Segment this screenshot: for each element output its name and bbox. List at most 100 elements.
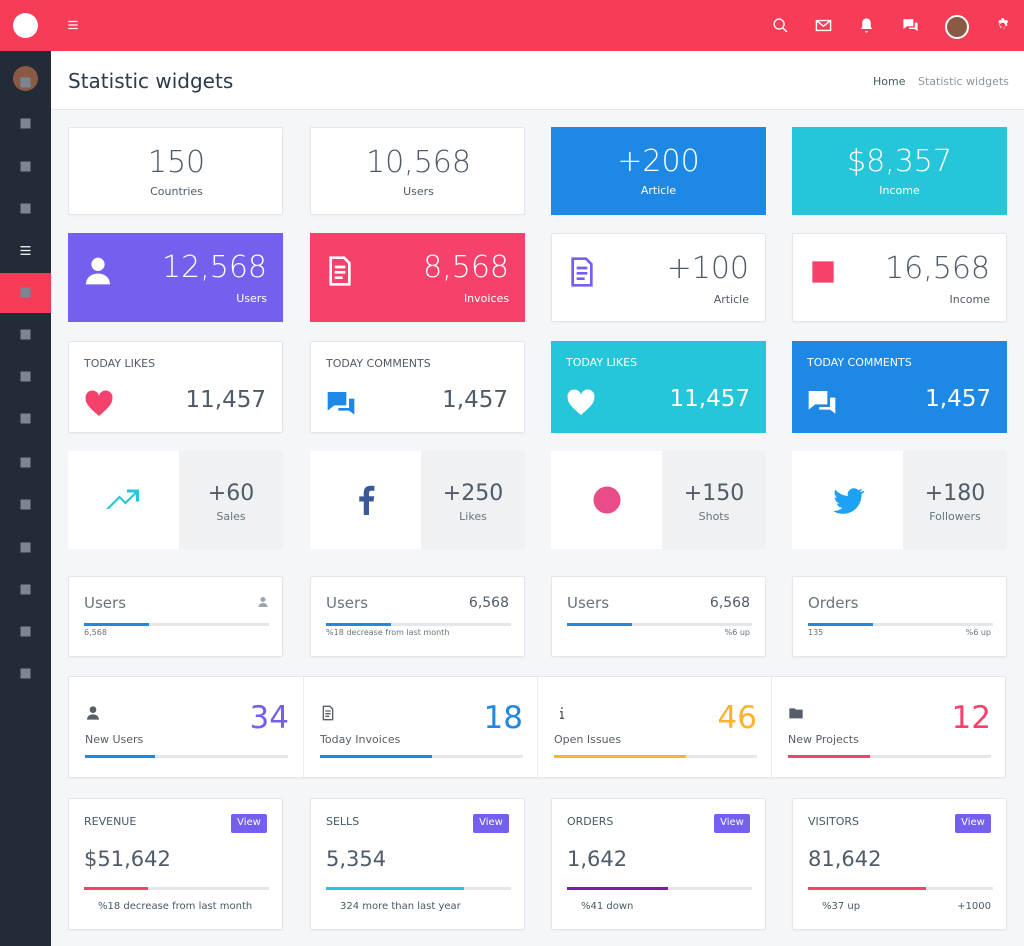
sidebar-item-shape[interactable]	[20, 584, 31, 595]
breadcrumb-home[interactable]: Home	[873, 75, 906, 88]
summary-label: New Users	[85, 733, 144, 746]
user-avatar[interactable]	[945, 15, 969, 39]
sidebar-item[interactable]	[18, 497, 33, 512]
view-button[interactable]: View	[473, 814, 509, 833]
summary-icon-shape	[87, 706, 99, 720]
stat-icon	[571, 257, 593, 287]
summary-icon-shape	[322, 705, 334, 721]
settings-button-shape[interactable]	[998, 18, 1009, 29]
menu-toggle-shape[interactable]	[68, 20, 78, 30]
sidebar-item[interactable]	[18, 201, 33, 216]
sidebar-item-shape[interactable]	[20, 542, 31, 553]
stat-card: 10,568 Users	[310, 127, 525, 215]
view-button[interactable]: View	[955, 814, 991, 833]
sidebar-item-shape[interactable]	[20, 457, 31, 468]
progress-value: 6,568	[468, 595, 509, 611]
search-button[interactable]	[772, 17, 789, 34]
social-label: Likes	[459, 510, 487, 523]
sidebar-item-shape[interactable]	[20, 668, 31, 679]
social-icon-shape	[359, 485, 375, 515]
today-value: 11,457	[185, 387, 266, 413]
metric-note: 324 more than last year	[340, 901, 461, 912]
view-button[interactable]: View	[231, 814, 267, 833]
sidebar-item[interactable]	[18, 666, 33, 681]
chat-button[interactable]	[902, 17, 919, 34]
view-button[interactable]: View	[714, 814, 750, 833]
sidebar-item-shape[interactable]	[20, 413, 31, 424]
today-icon-shape	[327, 392, 355, 415]
today-label: TODAY LIKES	[84, 357, 156, 370]
sidebar-item[interactable]	[18, 75, 33, 90]
metric-card: VISITORS View 81,642 %37 up +1000	[792, 798, 1007, 930]
social-card: +250 Likes	[310, 451, 525, 549]
stat-label: Income	[879, 184, 920, 197]
metric-card: ORDERS View 1,642 %41 down	[551, 798, 766, 930]
progress-value: 6,568	[709, 595, 750, 611]
summary-section: 46 Open Issues	[537, 677, 771, 777]
bell-button-shape[interactable]	[860, 18, 873, 33]
progress-track	[808, 623, 993, 626]
sidebar-item-shape[interactable]	[20, 499, 31, 510]
stat-icon-shape	[571, 257, 593, 287]
sidebar-item[interactable]	[18, 411, 33, 426]
sidebar-item[interactable]	[18, 159, 33, 174]
social-value: +250	[442, 481, 504, 506]
stat-label: Countries	[150, 185, 203, 198]
metric-value: 81,642	[808, 847, 882, 871]
summary-section: 34 New Users	[69, 677, 303, 777]
sidebar-item[interactable]	[18, 285, 33, 300]
mail-button-shape[interactable]	[815, 19, 832, 32]
progress-note: %6 up	[965, 628, 991, 637]
mail-button[interactable]	[815, 17, 832, 34]
stat-icon	[812, 261, 834, 283]
metric-note: %37 up	[822, 901, 861, 912]
sidebar-item[interactable]	[18, 455, 33, 470]
settings-button[interactable]	[994, 17, 1011, 34]
today-label: TODAY LIKES	[566, 356, 638, 369]
stat-card: +100 Article	[551, 233, 766, 322]
sidebar-item-shape[interactable]	[20, 118, 31, 129]
search-button-shape[interactable]	[773, 18, 788, 33]
chat-button-shape[interactable]	[903, 19, 918, 32]
sidebar	[0, 51, 51, 946]
today-icon	[85, 390, 113, 416]
sidebar-item[interactable]	[18, 116, 33, 131]
progress-fill	[567, 623, 632, 626]
sidebar-item[interactable]	[18, 582, 33, 597]
stat-card: 150 Countries	[68, 127, 283, 215]
sidebar-item-shape[interactable]	[20, 287, 31, 298]
progress-track	[84, 623, 269, 626]
bell-button[interactable]	[858, 17, 875, 34]
sidebar-item-shape[interactable]	[20, 77, 31, 88]
sidebar-item-shape[interactable]	[20, 203, 31, 214]
stat-value: +100	[666, 251, 749, 286]
sidebar-item[interactable]	[18, 369, 33, 384]
summary-fill	[85, 755, 155, 758]
today-value: 1,457	[925, 386, 991, 412]
metric-fill	[808, 887, 926, 890]
stat-card: 12,568 Users	[68, 233, 283, 322]
today-card: TODAY LIKES 11,457	[68, 341, 283, 433]
sidebar-item[interactable]	[18, 243, 33, 258]
sidebar-item-shape[interactable]	[20, 246, 31, 255]
social-icon-shape	[106, 489, 139, 509]
sidebar-item-shape[interactable]	[20, 371, 31, 382]
sidebar-item[interactable]	[18, 540, 33, 555]
stat-icon	[329, 256, 351, 286]
breadcrumb-current: Statistic widgets	[918, 75, 1009, 88]
sidebar-item[interactable]	[18, 327, 33, 342]
social-icon-box	[310, 451, 421, 549]
sidebar-item[interactable]	[18, 624, 33, 639]
summary-label: Today Invoices	[320, 733, 401, 746]
metric-note: %41 down	[581, 901, 634, 912]
sidebar-item-shape[interactable]	[20, 329, 31, 340]
progress-note: %18 decrease from last month	[326, 628, 450, 637]
sidebar-item-shape[interactable]	[20, 626, 31, 637]
menu-toggle[interactable]	[66, 18, 80, 32]
social-card: +60 Sales	[68, 451, 283, 549]
sidebar-item-shape[interactable]	[20, 161, 31, 172]
page-header: Statistic widgets Home Statistic widgets	[51, 51, 1024, 110]
today-value: 11,457	[669, 386, 750, 412]
stat-card: $8,357 Income	[792, 127, 1007, 215]
